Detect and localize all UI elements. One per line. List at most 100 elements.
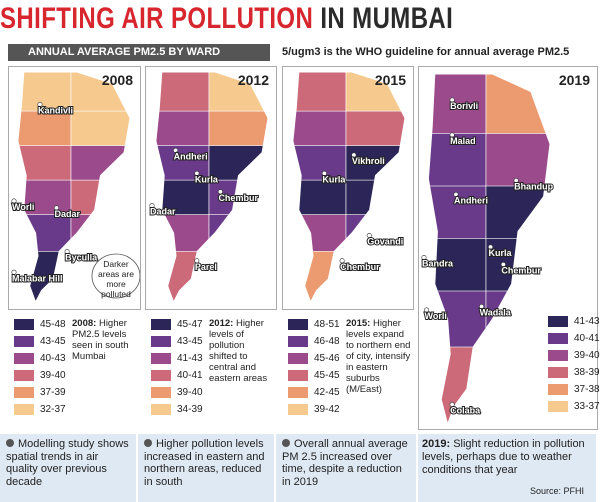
legend-item: 39-40 <box>548 347 600 363</box>
map-outline <box>17 71 131 304</box>
legend-swatch <box>14 318 34 330</box>
place-dot <box>194 170 200 176</box>
place-dot <box>37 101 43 107</box>
note-year: 2015: <box>346 318 371 329</box>
legend-label: 41-43 <box>574 315 600 327</box>
legend-swatch <box>288 352 308 364</box>
ward-region <box>155 179 210 216</box>
place-label: Bandra <box>422 259 454 269</box>
panel-year: 2008 <box>101 72 133 88</box>
legend-swatch <box>14 386 34 398</box>
legend-label: 45-48 <box>40 318 66 330</box>
place-label: Andheri <box>174 151 208 161</box>
legend-label: 45-46 <box>314 352 340 364</box>
legend-label: 33-37 <box>574 400 600 412</box>
place-label: Chembur <box>501 266 541 276</box>
map-outline <box>427 73 551 426</box>
place-dot <box>424 307 430 313</box>
source: Source: PFHI <box>530 486 585 496</box>
bullet: Overall annual average PM 2.5 increased … <box>276 434 416 502</box>
legend-item: 40-41 <box>548 330 600 346</box>
place-dot <box>366 233 372 239</box>
panel-year: 2015 <box>374 72 406 88</box>
place-dot <box>11 269 17 275</box>
place-dot <box>173 147 179 153</box>
note-text: Slight reduction in pollution levels, pe… <box>422 438 585 476</box>
place-label: Chembur <box>340 262 380 272</box>
legend-item: 43-45 <box>151 333 203 349</box>
bullet-text: Overall annual average PM 2.5 increased … <box>282 438 408 488</box>
place-dot <box>453 192 459 198</box>
legend-swatch <box>548 349 568 361</box>
note-year: 2008: <box>72 318 97 329</box>
legend-label: 45-47 <box>177 318 203 330</box>
title-red: SHIFTING AIR POLLUTION <box>0 2 314 35</box>
legend-swatch <box>14 403 34 415</box>
legend-item: 45-47 <box>151 316 203 332</box>
note-year: 2019: <box>422 438 451 450</box>
place-label: Kurla <box>489 248 513 258</box>
legend-label: 39-40 <box>40 369 66 381</box>
bullet-dot <box>282 439 290 447</box>
bullet: Higher pollution levels increased in eas… <box>138 434 274 502</box>
legend-label: 41-43 <box>177 352 203 364</box>
bullet-dot <box>6 439 14 447</box>
bullet-text: Modelling study shows spatial trends in … <box>6 438 129 488</box>
place-label: Malabar Hill <box>12 273 63 283</box>
legend-label: 45-45 <box>314 369 340 381</box>
ward-region <box>155 145 210 181</box>
ward-region <box>17 179 72 216</box>
legend-label: 38-39 <box>574 366 600 378</box>
place-label: Bhandup <box>514 182 553 192</box>
note-text: Higher levels expand to northern end of … <box>346 318 411 395</box>
panel-note: 2008: Higher PM2.5 levels seen in south … <box>72 318 139 362</box>
panel-note: 2012: Higher levels of pollution shifted… <box>209 318 275 384</box>
place-dot <box>321 170 327 176</box>
legend-item: 39-42 <box>288 401 340 417</box>
legend-swatch <box>14 335 34 347</box>
place-dot <box>421 255 427 261</box>
legend-swatch <box>548 383 568 395</box>
legend-item: 34-39 <box>151 401 203 417</box>
place-label: Colaba <box>450 406 481 416</box>
place-dot <box>500 261 506 267</box>
note-year: 2012: <box>209 318 234 329</box>
ward-region <box>155 110 210 147</box>
ward-region <box>292 72 347 112</box>
place-label: Dadar <box>54 209 80 219</box>
place-label: Borivli <box>450 101 478 111</box>
title: SHIFTING AIR POLLUTION IN MUMBAI <box>0 2 600 36</box>
panel-year: 2012 <box>237 72 269 88</box>
callout: Darker areas are more polluted <box>98 259 134 299</box>
legend-label: 43-45 <box>177 335 203 347</box>
place-label: Andheri <box>454 196 488 206</box>
place-label: Vikhroli <box>352 156 385 166</box>
place-dot <box>53 205 59 211</box>
who-note: 5/ugm3 is the WHO guideline for annual a… <box>282 46 570 58</box>
note-text: Higher PM2.5 levels seen in south Mumbai <box>72 318 129 362</box>
place-label: Worli <box>12 202 34 212</box>
legend-label: 37-38 <box>574 383 600 395</box>
bullet-text: Higher pollution levels increased in eas… <box>144 438 265 488</box>
place-dot <box>64 249 70 255</box>
legend-swatch <box>288 369 308 381</box>
legend-swatch <box>151 386 171 398</box>
legend-item: 40-43 <box>14 350 66 366</box>
place-dot <box>217 189 223 195</box>
legend-item: 45-48 <box>14 316 66 332</box>
title-dark: IN MUMBAI <box>320 2 454 35</box>
legend-item: 37-39 <box>14 384 66 400</box>
place-dot <box>488 244 494 250</box>
legend-label: 39-40 <box>574 349 600 361</box>
ward-region <box>428 74 487 135</box>
bullet-dot <box>144 439 152 447</box>
legend-swatch <box>288 386 308 398</box>
legend-swatch <box>151 318 171 330</box>
legend-item: 48-51 <box>288 316 340 332</box>
legend-label: 43-45 <box>40 335 66 347</box>
legend-item: 43-45 <box>14 333 66 349</box>
legend-item: 39-40 <box>151 384 203 400</box>
place-label: Dadar <box>150 207 176 217</box>
panel-note: 2015: Higher levels expand to northern e… <box>346 318 412 395</box>
legend-item: 33-37 <box>548 398 600 414</box>
